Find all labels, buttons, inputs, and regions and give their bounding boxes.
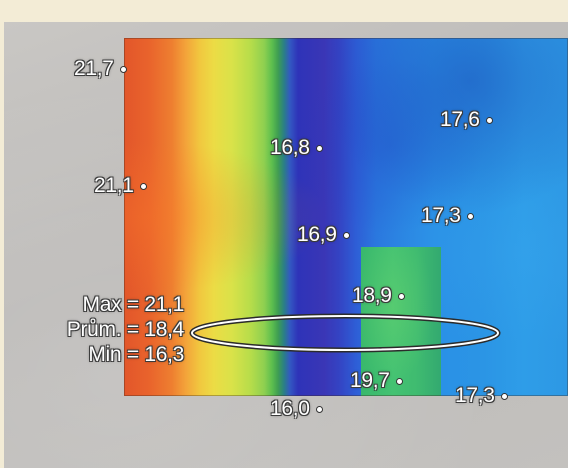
stat-average: Prům. = 18,4 bbox=[66, 318, 185, 341]
probe-value: 17,3 bbox=[455, 384, 495, 407]
probe-value: 19,7 bbox=[350, 369, 390, 392]
point-marker-icon bbox=[119, 65, 127, 73]
probe-label: 16,8 bbox=[270, 136, 323, 160]
probe-label: 21,1 bbox=[94, 174, 147, 198]
probe-label: 17,3 bbox=[455, 384, 508, 408]
probe-label: 19,7 bbox=[350, 369, 403, 393]
thermogram bbox=[124, 38, 568, 396]
probe-value: 16,0 bbox=[270, 397, 310, 420]
probe-value: 17,6 bbox=[440, 108, 480, 131]
point-marker-icon bbox=[397, 292, 405, 300]
point-marker-icon bbox=[139, 182, 147, 190]
point-marker-icon bbox=[315, 144, 323, 152]
area-statistics: Max = 21,1 Prům. = 18,4 Min = 16,3 bbox=[8, 292, 185, 367]
probe-label: 17,3 bbox=[421, 204, 474, 228]
stat-max: Max = 21,1 bbox=[82, 293, 185, 316]
probe-label: 21,7 bbox=[74, 57, 127, 81]
probe-value: 18,9 bbox=[352, 284, 392, 307]
point-marker-icon bbox=[485, 116, 493, 124]
point-marker-icon bbox=[395, 377, 403, 385]
point-marker-icon bbox=[315, 405, 323, 413]
probe-label: 16,9 bbox=[297, 223, 350, 247]
probe-value: 16,8 bbox=[270, 136, 310, 159]
probe-value: 17,3 bbox=[421, 204, 461, 227]
point-marker-icon bbox=[466, 212, 474, 220]
thermogram-texture bbox=[124, 38, 568, 396]
probe-value: 21,1 bbox=[94, 174, 134, 197]
probe-label: 16,0 bbox=[270, 397, 323, 421]
probe-value: 16,9 bbox=[297, 223, 337, 246]
probe-label: 17,6 bbox=[440, 108, 493, 132]
probe-value: 21,7 bbox=[74, 57, 114, 80]
stat-min: Min = 16,3 bbox=[88, 343, 184, 366]
probe-label: 18,9 bbox=[352, 284, 405, 308]
point-marker-icon bbox=[342, 231, 350, 239]
point-marker-icon bbox=[500, 392, 508, 400]
